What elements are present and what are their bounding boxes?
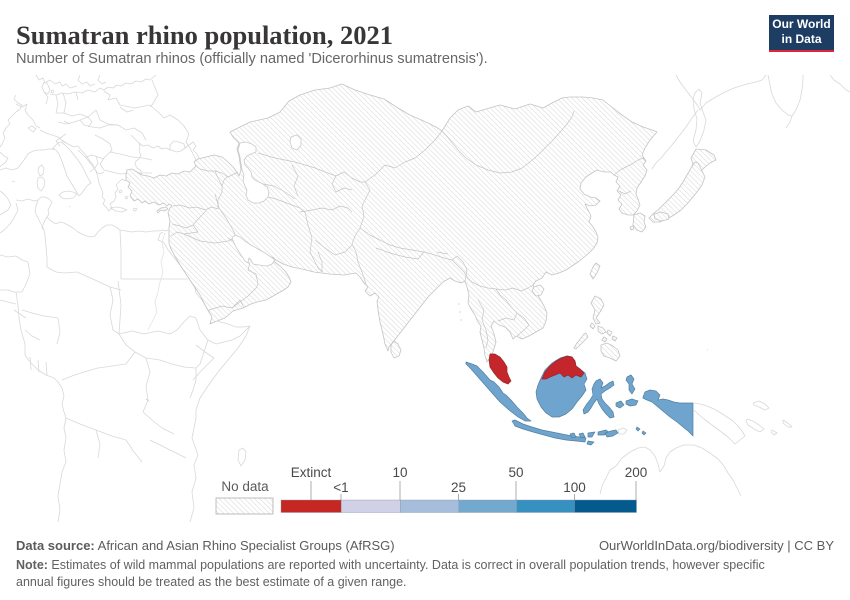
svg-text:50: 50	[508, 465, 523, 480]
svg-text:100: 100	[563, 480, 586, 495]
svg-text:<1: <1	[333, 480, 348, 495]
svg-text:No data: No data	[221, 479, 269, 494]
svg-text:Extinct: Extinct	[291, 465, 332, 480]
svg-text:200: 200	[625, 465, 648, 480]
svg-text:25: 25	[451, 480, 466, 495]
svg-text:10: 10	[392, 465, 407, 480]
